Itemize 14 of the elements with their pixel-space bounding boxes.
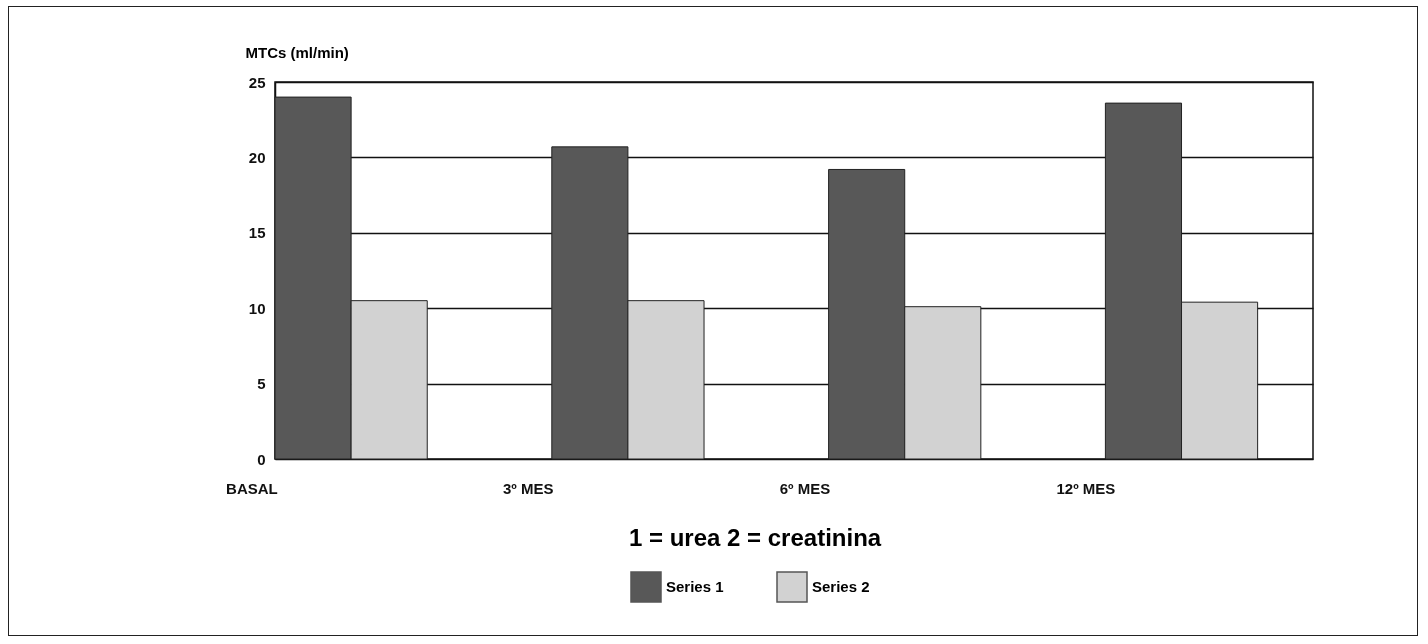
x-tick-label: 3º MES: [502, 479, 554, 497]
legend-label: Series 1: [666, 578, 724, 595]
x-tick-label: BASAL: [226, 479, 278, 497]
y-tick-label: 20: [248, 148, 266, 166]
y-tick-label: 15: [248, 224, 266, 242]
y-tick-label: 0: [257, 450, 266, 468]
y-tick-label: 5: [257, 375, 266, 393]
x-tick-label: 12º MES: [1056, 479, 1116, 497]
y-axis-title: MTCs (ml/min): [245, 43, 349, 61]
y-tick-label: 10: [248, 299, 266, 317]
legend-label: Series 2: [812, 578, 870, 595]
y-tick-label: 25: [248, 73, 266, 91]
x-tick-label: 6º MES: [779, 479, 831, 497]
text: 1 = urea 2 = creatinina: [629, 524, 882, 551]
